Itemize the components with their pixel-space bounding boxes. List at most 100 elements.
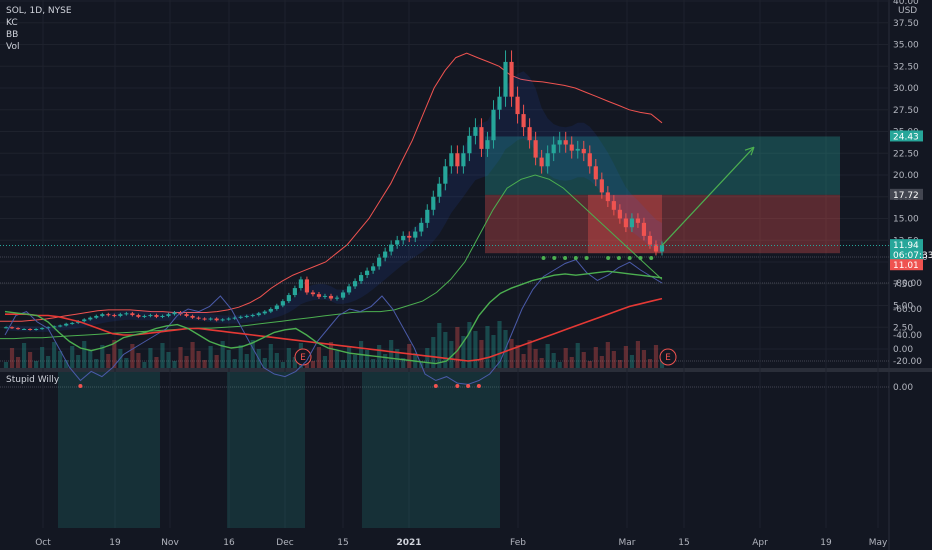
candle-body[interactable]	[358, 275, 364, 282]
projection-arrow[interactable]	[661, 146, 755, 246]
candle-body[interactable]	[310, 292, 316, 295]
candle-body[interactable]	[88, 317, 93, 320]
candle-body[interactable]	[635, 218, 641, 223]
candle-body[interactable]	[130, 313, 135, 316]
candle-body[interactable]	[46, 327, 51, 329]
candle-body[interactable]	[166, 314, 171, 316]
candle-body[interactable]	[491, 109, 496, 141]
candle-body[interactable]	[196, 317, 201, 319]
candle-body[interactable]	[629, 218, 634, 228]
oscillator-title[interactable]: Stupid Willy	[6, 375, 60, 385]
candle-body[interactable]	[70, 322, 75, 324]
candle-body[interactable]	[118, 314, 123, 316]
candle-body[interactable]	[21, 328, 27, 330]
candle-body[interactable]	[371, 266, 376, 271]
candle-body[interactable]	[557, 140, 562, 145]
candle-body[interactable]	[389, 244, 394, 252]
candle-body[interactable]	[298, 279, 303, 289]
candle-body[interactable]	[497, 96, 502, 110]
candle-body[interactable]	[148, 315, 153, 317]
candle-body[interactable]	[322, 295, 328, 297]
candle-body[interactable]	[262, 311, 267, 314]
indicator-vol[interactable]: Vol	[6, 42, 19, 52]
indicator-kc[interactable]: KC	[6, 18, 18, 28]
candle-body[interactable]	[256, 313, 261, 316]
candle-body[interactable]	[623, 218, 628, 228]
candle-body[interactable]	[521, 114, 526, 128]
candle-body[interactable]	[100, 314, 105, 316]
candle-body[interactable]	[9, 327, 15, 329]
candle-body[interactable]	[413, 231, 418, 238]
candle-body[interactable]	[184, 314, 189, 316]
candle-body[interactable]	[401, 235, 406, 241]
candle-body[interactable]	[190, 315, 195, 318]
candle-body[interactable]	[154, 315, 159, 317]
candle-body[interactable]	[15, 328, 21, 330]
candle-body[interactable]	[304, 279, 310, 293]
candle-body[interactable]	[455, 153, 460, 167]
candle-body[interactable]	[94, 315, 99, 318]
candle-body[interactable]	[27, 328, 33, 330]
candle-body[interactable]	[328, 295, 334, 299]
candle-body[interactable]	[142, 315, 147, 317]
candle-body[interactable]	[551, 144, 556, 154]
candle-body[interactable]	[485, 140, 490, 149]
candle-body[interactable]	[208, 318, 213, 320]
candle-body[interactable]	[605, 192, 610, 202]
candle-body[interactable]	[124, 313, 129, 315]
candle-body[interactable]	[346, 286, 352, 293]
candle-body[interactable]	[395, 240, 400, 245]
candle-body[interactable]	[611, 201, 616, 210]
candle-body[interactable]	[286, 295, 291, 302]
candle-body[interactable]	[172, 312, 177, 315]
candle-body[interactable]	[274, 305, 279, 309]
time-axis[interactable]: Oct 19 Nov 16 Dec 15 2021 Feb Mar 15 Apr 19 May	[35, 538, 888, 548]
candle-body[interactable]	[647, 235, 653, 245]
candle-body[interactable]	[515, 96, 520, 115]
candle-body[interactable]	[659, 245, 665, 252]
candle-body[interactable]	[112, 315, 117, 317]
candle-body[interactable]	[352, 281, 358, 287]
candle-body[interactable]	[377, 257, 382, 267]
candle-body[interactable]	[437, 183, 442, 197]
candle-body[interactable]	[280, 301, 285, 306]
earnings-marker[interactable]: E	[659, 348, 677, 366]
candle-body[interactable]	[581, 148, 586, 154]
candle-body[interactable]	[3, 327, 9, 329]
candle-body[interactable]	[268, 308, 273, 312]
candle-body[interactable]	[238, 316, 243, 318]
candles[interactable]	[3, 50, 665, 331]
candle-body[interactable]	[316, 294, 322, 297]
candle-body[interactable]	[479, 127, 484, 149]
candle-body[interactable]	[34, 328, 39, 330]
candle-body[interactable]	[563, 140, 568, 145]
candle-body[interactable]	[202, 318, 207, 320]
candle-body[interactable]	[244, 315, 249, 317]
candle-body[interactable]	[82, 319, 87, 322]
candle-body[interactable]	[503, 61, 508, 97]
candle-body[interactable]	[599, 179, 604, 193]
candle-body[interactable]	[569, 144, 574, 151]
candle-body[interactable]	[334, 297, 340, 299]
candle-body[interactable]	[473, 127, 478, 136]
candle-body[interactable]	[220, 319, 225, 321]
candle-body[interactable]	[461, 153, 466, 167]
candle-body[interactable]	[214, 318, 219, 321]
candle-body[interactable]	[383, 251, 388, 258]
candle-body[interactable]	[425, 209, 430, 223]
candle-body[interactable]	[250, 315, 255, 317]
target-zone[interactable]	[485, 136, 840, 195]
indicator-bb[interactable]: BB	[6, 30, 18, 40]
candle-body[interactable]	[587, 153, 592, 167]
candle-body[interactable]	[539, 157, 544, 167]
candle-body[interactable]	[407, 235, 412, 238]
candle-body[interactable]	[467, 135, 472, 154]
candle-body[interactable]	[545, 153, 550, 167]
candle-body[interactable]	[419, 222, 424, 232]
candle-body[interactable]	[292, 288, 297, 296]
candle-body[interactable]	[431, 196, 436, 210]
candle-body[interactable]	[527, 127, 532, 141]
candle-body[interactable]	[593, 166, 598, 180]
pane-separator[interactable]	[0, 368, 932, 372]
